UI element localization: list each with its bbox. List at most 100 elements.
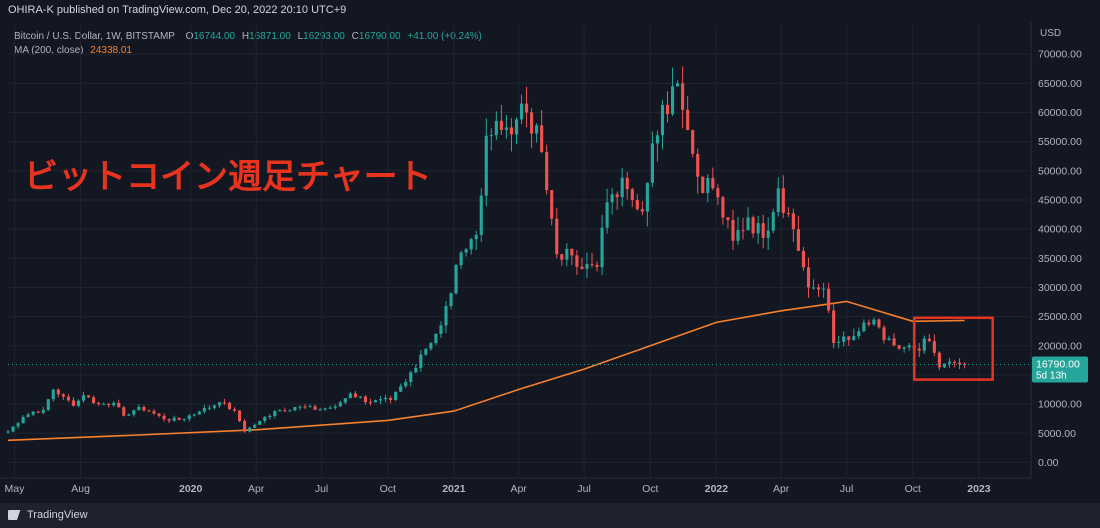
candle-body bbox=[61, 394, 65, 397]
candle-body bbox=[781, 188, 785, 213]
candle-layer bbox=[6, 66, 967, 434]
candle bbox=[620, 168, 624, 207]
candle-body bbox=[288, 410, 292, 412]
candle-body bbox=[645, 182, 649, 212]
candle bbox=[660, 99, 665, 150]
candle bbox=[535, 123, 539, 143]
candle bbox=[182, 418, 186, 422]
candle bbox=[635, 193, 639, 211]
candle-body bbox=[877, 319, 881, 328]
candle-body bbox=[469, 239, 473, 250]
candle bbox=[907, 343, 911, 351]
candle bbox=[112, 401, 116, 407]
candle bbox=[26, 412, 30, 418]
candle bbox=[565, 243, 569, 267]
ma-label[interactable]: MA (200, close) bbox=[14, 45, 84, 56]
candle-body bbox=[333, 406, 337, 408]
x-tick-label: Jul bbox=[840, 483, 853, 495]
candle bbox=[338, 400, 342, 407]
candle bbox=[796, 215, 800, 251]
candle bbox=[570, 248, 574, 266]
candle bbox=[46, 399, 50, 412]
candle bbox=[771, 208, 775, 234]
candle-body bbox=[655, 135, 660, 144]
candle-body bbox=[701, 176, 705, 193]
candle bbox=[41, 406, 45, 415]
candle bbox=[227, 401, 232, 411]
candle bbox=[389, 395, 393, 404]
candle bbox=[691, 129, 695, 158]
candle-body bbox=[253, 424, 257, 428]
candle bbox=[479, 188, 483, 243]
candle bbox=[363, 394, 368, 405]
candle bbox=[595, 261, 599, 272]
candle bbox=[801, 246, 806, 271]
candle bbox=[640, 201, 644, 216]
tradingview-logo[interactable]: TradingView bbox=[8, 508, 88, 521]
price-chart[interactable]: 0.005000.0010000.0015000.0020000.0025000… bbox=[0, 0, 1100, 503]
last-price-tag bbox=[1032, 356, 1088, 383]
candle-body bbox=[524, 103, 529, 113]
open-value: 16744.00 bbox=[193, 31, 236, 42]
candle bbox=[610, 188, 614, 215]
candle bbox=[92, 395, 96, 404]
last-price-countdown: 5d 13h bbox=[1036, 370, 1067, 381]
candle-body bbox=[806, 267, 811, 288]
candle-body bbox=[41, 409, 45, 413]
candle-body bbox=[530, 112, 534, 134]
currency-label: USD bbox=[1040, 28, 1062, 39]
candle-body bbox=[459, 252, 463, 266]
x-tick-label: 2021 bbox=[442, 483, 466, 495]
candle bbox=[137, 404, 141, 411]
candle-body bbox=[746, 217, 750, 231]
candle bbox=[902, 346, 906, 353]
candle-body bbox=[676, 83, 680, 87]
symbol-name[interactable]: Bitcoin / U.S. Dollar, 1W, BITSTAMP bbox=[14, 31, 175, 42]
candle-body bbox=[892, 338, 896, 346]
candle-body bbox=[298, 406, 302, 408]
candle bbox=[942, 363, 946, 369]
candle bbox=[842, 331, 846, 347]
candle-body bbox=[122, 407, 126, 416]
candle bbox=[514, 117, 519, 145]
grid-layer bbox=[8, 25, 1030, 477]
candle bbox=[645, 182, 649, 227]
candle-body bbox=[92, 397, 96, 404]
candle-body bbox=[932, 341, 936, 353]
candle bbox=[459, 250, 463, 269]
candle bbox=[927, 333, 931, 343]
candle-body bbox=[957, 362, 962, 365]
candle bbox=[676, 80, 680, 87]
candle-body bbox=[937, 352, 941, 368]
candle-body bbox=[665, 104, 670, 115]
candle-body bbox=[394, 391, 398, 401]
y-tick-label: 70000.00 bbox=[1038, 49, 1082, 61]
candle-body bbox=[580, 266, 584, 269]
candle bbox=[504, 115, 508, 139]
x-tick-label: 2022 bbox=[705, 483, 729, 495]
candle bbox=[192, 413, 196, 417]
candle bbox=[605, 188, 609, 234]
candle-body bbox=[278, 410, 282, 412]
candle-body bbox=[187, 415, 191, 419]
candle-body bbox=[102, 403, 106, 405]
candle bbox=[489, 128, 493, 151]
candle bbox=[696, 148, 700, 194]
candle bbox=[897, 344, 901, 350]
y-tick-label: 25000.00 bbox=[1038, 311, 1082, 323]
candle-body bbox=[268, 415, 272, 418]
candle-body bbox=[6, 431, 10, 433]
candle bbox=[530, 108, 534, 148]
candle-body bbox=[36, 411, 40, 413]
candle bbox=[509, 118, 514, 152]
candle bbox=[373, 399, 378, 403]
candle-body bbox=[514, 119, 519, 135]
candle-body bbox=[414, 367, 418, 373]
candle-body bbox=[283, 410, 287, 412]
axis-layer: 0.005000.0010000.0015000.0020000.0025000… bbox=[0, 22, 1082, 495]
y-tick-label: 40000.00 bbox=[1038, 224, 1082, 236]
candle-body bbox=[303, 406, 307, 408]
candle-body bbox=[550, 190, 554, 219]
candle bbox=[454, 264, 458, 295]
candle-body bbox=[736, 230, 740, 241]
